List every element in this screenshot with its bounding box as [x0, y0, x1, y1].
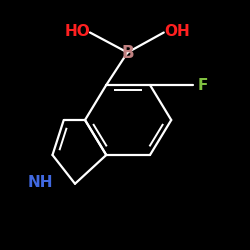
- Text: NH: NH: [27, 175, 53, 190]
- Text: B: B: [121, 44, 134, 62]
- Text: HO: HO: [64, 24, 90, 39]
- Text: OH: OH: [164, 24, 190, 39]
- Text: F: F: [198, 78, 208, 92]
